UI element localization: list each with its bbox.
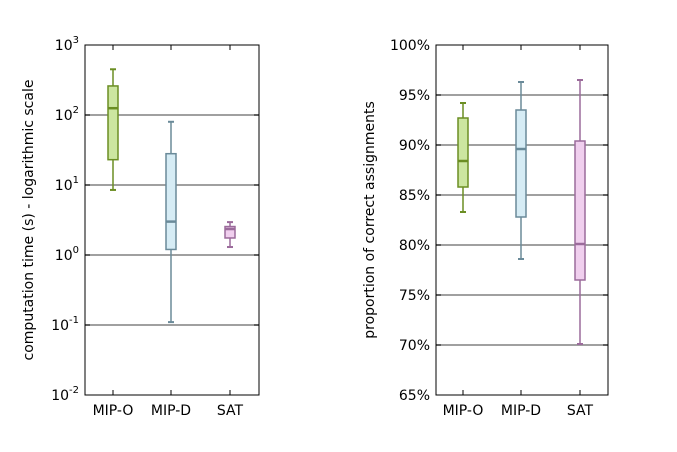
y-tick-label: 10-2 — [51, 385, 79, 404]
y-tick-label: 100 — [55, 245, 79, 264]
y-tick-label: 95% — [399, 88, 430, 104]
x-tick-label: MIP-D — [151, 403, 191, 419]
box-mip-d — [515, 109, 527, 218]
x-tick-label: SAT — [567, 403, 594, 419]
y-tick-label: 102 — [55, 105, 79, 124]
box-mip-o — [457, 117, 469, 188]
x-tick-label: SAT — [217, 403, 244, 419]
computation-time-panel: 10-2 10-1 100 101 102 103 MIP-O MIP-D SAT computa… — [21, 35, 260, 419]
y-tick-label: 90% — [399, 138, 430, 154]
box-mip-o — [107, 85, 119, 161]
y-tick-label: 10-1 — [51, 315, 79, 334]
y-tick-label: 80% — [399, 238, 430, 254]
y-tick-label: 85% — [399, 188, 430, 204]
box-sat — [224, 225, 236, 239]
y-tick-label: 101 — [55, 175, 79, 194]
y-axis-label: proportion of correct assignments — [362, 101, 378, 339]
x-tick-label: MIP-O — [443, 403, 484, 419]
box-mip-d — [165, 152, 177, 251]
y-tick-label: 70% — [399, 338, 430, 354]
correct-assignments-panel: 65% 70% 75% 80% 85% 90% 95% 100% MIP-O MIP-D SAT pr… — [362, 38, 609, 419]
box-sat — [574, 140, 586, 281]
y-axis-label: computation time (s) - logarithmic scale — [21, 80, 37, 361]
y-tick-label: 100% — [390, 38, 430, 54]
x-tick-label: MIP-O — [93, 403, 134, 419]
y-tick-label: 103 — [55, 35, 79, 54]
y-tick-label: 75% — [399, 288, 430, 304]
y-tick-label: 65% — [399, 388, 430, 404]
x-tick-label: MIP-D — [501, 403, 541, 419]
axes-frame — [435, 44, 609, 396]
axes-frame — [84, 44, 260, 396]
